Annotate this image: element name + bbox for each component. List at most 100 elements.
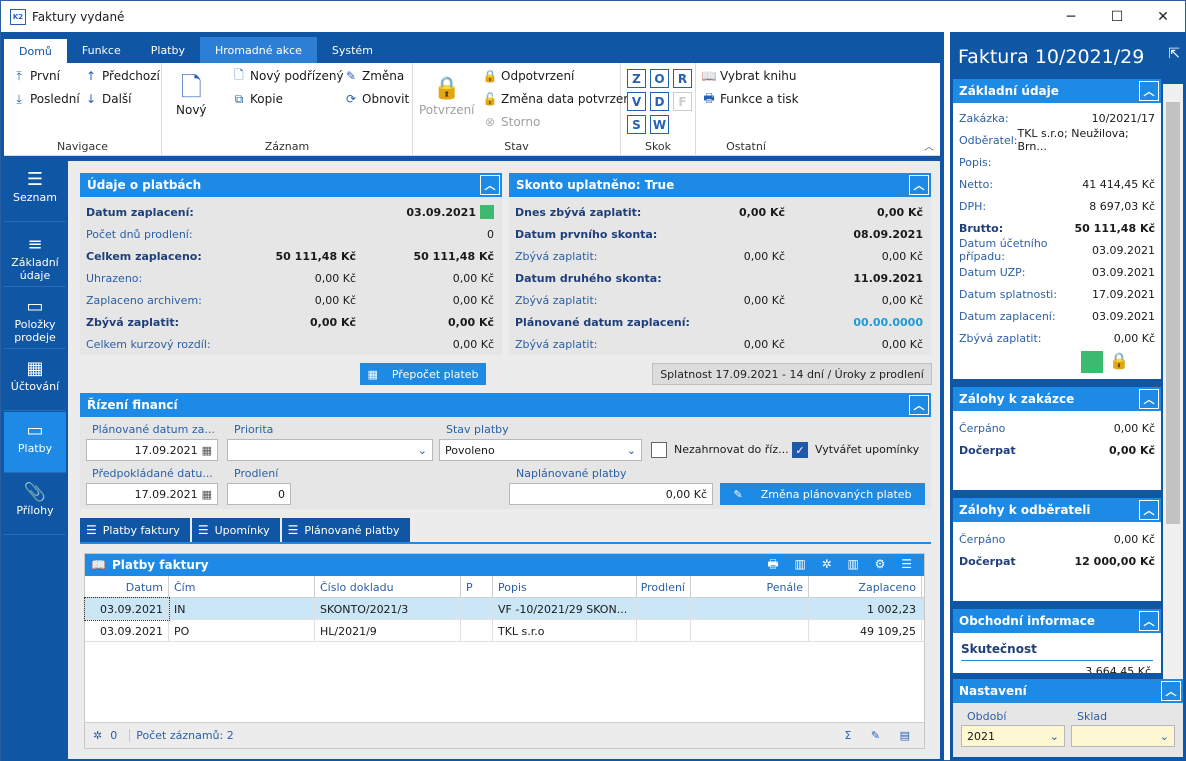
period-select[interactable]: 2021 ⌄ [961,725,1065,747]
close-button[interactable]: ✕ [1157,8,1169,25]
change-confirm-date-button[interactable]: 🔓 Změna data potvrzení [483,92,635,106]
unconfirm-button[interactable]: 🔒 Odpotvrzení [482,69,575,83]
jump-z-button[interactable]: Z [627,69,646,88]
refresh-button[interactable]: ⟳ Obnovit [344,92,409,106]
tab-underline [80,542,931,544]
planned-date-field[interactable]: 17.09.2021 ▦ [86,439,218,461]
printer-icon: 🖶 [703,90,715,105]
column-header[interactable]: Penále [691,576,809,598]
lock-icon: 🔒 [482,69,498,83]
column-header[interactable]: Číslo dokladu [315,576,461,598]
due-date-interest-button[interactable]: Splatnost 17.09.2021 - 14 dní / Úroky z … [652,363,932,385]
confirm-label: Potvrzení [419,103,475,117]
tab-platby-faktury[interactable]: ☰ Platby faktury [80,518,190,542]
collapse-icon[interactable]: ︿ [1139,611,1159,631]
jump-v-button[interactable]: V [627,92,646,111]
sidebar-item-polozky[interactable]: ▭ Položky prodeje [4,288,66,349]
scheduled-payments-field[interactable]: 0,00 Kč [509,483,713,505]
book-icon: 📖 [701,69,717,83]
calendar-icon[interactable]: ▦ [201,487,212,501]
priority-select[interactable]: ⌄ [227,439,433,461]
last-label: Poslední [30,92,80,106]
box-icon: ▭ [26,296,44,317]
copy-button[interactable]: ⧉ Kopie [232,92,283,107]
row-label: Plánované datum zaplacení: [515,315,690,329]
collapse-icon[interactable]: ︿ [1139,389,1159,409]
column-header[interactable]: Prodlení [637,576,691,598]
collapse-icon[interactable]: ︿ [480,175,500,195]
collapse-ribbon-icon[interactable]: ︿ [924,142,934,153]
row-value-1: 0,00 Kč [314,271,356,285]
tab-system[interactable]: Systém [331,43,373,57]
jump-d-button[interactable]: D [650,92,669,111]
collapse-icon[interactable]: ︿ [1139,500,1159,520]
status-green-square [480,205,494,219]
payment-status-select[interactable]: Povoleno ⌄ [439,439,642,461]
next-label: Další [102,92,132,106]
sidebar-item-prilohy[interactable]: 📎 Přílohy [4,474,66,535]
jump-s-button[interactable]: S [627,115,646,134]
advances-order-header: Zálohy k zakázce ︿ [953,387,1161,411]
arrow-down-bar-icon: ⤓ [16,91,22,106]
exclude-checkbox[interactable] [651,442,667,458]
first-button[interactable]: ⤒ První [12,69,60,84]
collapse-icon[interactable]: ︿ [1139,81,1159,101]
table-row[interactable]: 03.09.2021 PO HL/2021/9 TKL s.r.o 49 109,25 [85,620,924,642]
column-header[interactable]: Čím [169,576,315,598]
edit-button[interactable]: ✎ Změna [344,69,404,83]
column-header[interactable]: P [461,576,493,598]
print-functions-button[interactable]: 🖶 Funkce a tisk [702,90,798,107]
sidebar-item-seznam[interactable]: ☰ Seznam [4,161,66,222]
jump-w-button[interactable]: W [650,115,669,134]
detail-row: Odběratel: TKL s.r.o; Neužilova; Brn... [959,127,1155,153]
scheduled-payments-label: Naplánované platby [516,467,627,480]
collapse-icon[interactable]: ︿ [909,395,929,415]
tab-upominky[interactable]: ☰ Upomínky [191,518,280,542]
new-button[interactable]: 🗋 Nový [176,73,207,117]
minimize-button[interactable]: ─ [1066,8,1076,25]
detail-scrollbar[interactable] [1163,84,1183,684]
expected-date-field[interactable]: 17.09.2021 ▦ [86,483,218,505]
collapse-icon[interactable]: ︿ [909,175,929,195]
table-row[interactable]: 03.09.2021 IN SKONTO/2021/3 VF -10/2021/29 … [84,597,924,621]
jump-o-button[interactable]: O [650,69,669,88]
last-button[interactable]: ⤓ Poslední [12,91,80,107]
jump-f-button[interactable]: F [673,92,692,111]
tab-planovane-platby[interactable]: ☰ Plánované platby [281,518,410,542]
tab-hromadne-akce[interactable]: Hromadné akce [200,37,317,63]
previous-button[interactable]: ↑ Předchozí [84,69,160,83]
detail-label: Brutto: [959,221,1004,235]
detail-row: Dočerpat 0,00 Kč [959,439,1155,461]
popout-icon[interactable]: ⇱ [1168,46,1180,62]
column-header[interactable]: Zaplaceno [809,576,922,598]
tab-domu[interactable]: Domů [4,39,67,63]
column-header[interactable]: Popis [493,576,637,598]
collapse-icon[interactable]: ︿ [1161,681,1181,701]
scroll-thumb[interactable] [1166,102,1180,524]
confirm-button[interactable]: 🔒 Potvrzení [419,75,475,117]
jump-r-button[interactable]: R [673,69,692,88]
column-header[interactable]: Datum [85,576,169,598]
snowflake-icon[interactable]: ✲ [93,729,103,742]
row-value-2: 03.09.2021 [406,205,476,219]
create-reminders-checkbox[interactable]: ✓ [792,442,808,458]
next-button[interactable]: ↓ Další [84,92,132,106]
footer-tool-icons[interactable]: Σ ✎ ▤ [844,729,918,742]
table-cell [461,598,493,620]
change-scheduled-payments-button[interactable]: ✎ Změna plánovaných plateb [720,483,925,505]
sidebar-item-platby[interactable]: ▭ Platby [4,412,66,473]
dropdown-icon: ⌄ [1049,729,1059,743]
tab-funkce[interactable]: Funkce [81,43,121,57]
calendar-icon[interactable]: ▦ [201,443,212,457]
select-book-button[interactable]: 📖 Vybrat knihu [702,69,797,83]
delay-field[interactable]: 0 [227,483,291,505]
new-child-button[interactable]: 🗋 Nový podřízený [232,68,343,84]
sidebar-item-zakladni[interactable]: ≡ Základní údaje [4,226,66,287]
storno-button[interactable]: ⊗ Storno [483,115,540,129]
maximize-button[interactable]: ☐ [1110,8,1124,25]
grid-toolbar-icons[interactable]: 🖶 ▥ ✲ ▥ ⚙ ☰ [767,556,918,571]
warehouse-select[interactable]: ⌄ [1071,725,1175,747]
tab-platby[interactable]: Platby [150,43,185,57]
recalculate-payments-button[interactable]: ▦ Přepočet plateb [360,363,486,385]
sidebar-item-uctovani[interactable]: ▦ Účtování [4,350,66,411]
